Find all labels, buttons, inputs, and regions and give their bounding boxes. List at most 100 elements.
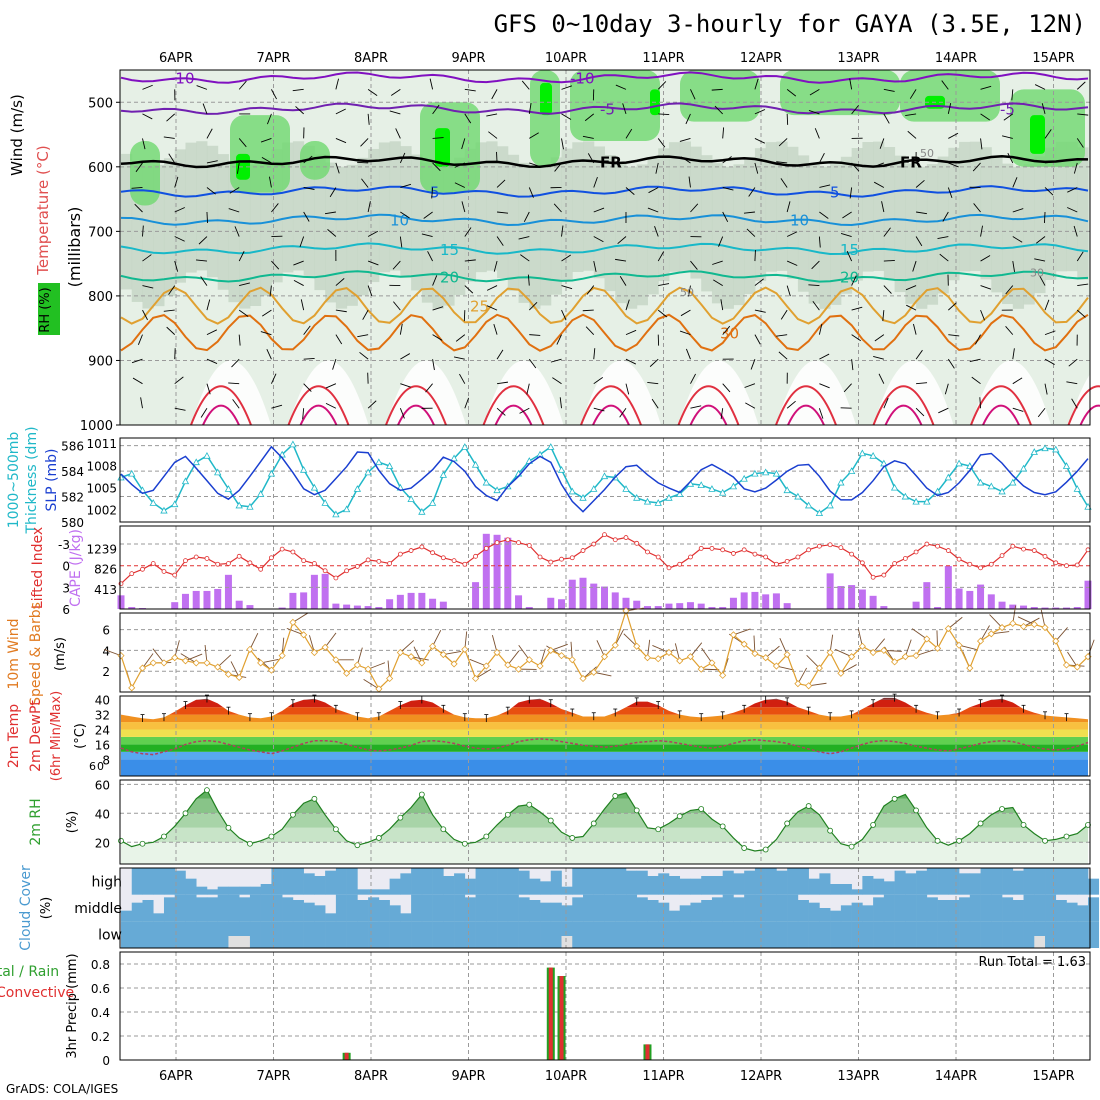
lifted-index-point xyxy=(505,537,511,543)
cloud-cell xyxy=(454,921,466,948)
wind-barb xyxy=(552,377,562,385)
cloud-cell xyxy=(636,870,648,895)
wind-speed-tick: 2 xyxy=(102,665,110,679)
rh-point xyxy=(547,817,554,824)
wind-barb xyxy=(818,236,821,248)
cloud-cell xyxy=(959,873,971,895)
cloud-cell xyxy=(948,921,960,948)
wind-barb-10m xyxy=(857,628,863,647)
cloud-cell xyxy=(314,876,326,895)
wind-barb xyxy=(947,103,952,114)
wind-barb xyxy=(1067,187,1078,193)
precip-convective-bar xyxy=(344,1052,349,1060)
wind-speed-point xyxy=(976,637,985,645)
cloud-cell xyxy=(196,921,208,948)
rh-point xyxy=(891,795,898,802)
wind-barb-10m xyxy=(174,640,180,658)
rh-shade xyxy=(443,164,455,306)
wind-barb xyxy=(974,334,981,345)
thickness-point xyxy=(160,506,168,514)
rh-shade xyxy=(991,155,1003,293)
wind-barb-10m xyxy=(872,638,886,653)
wind-barb xyxy=(200,276,208,286)
cloud-cell xyxy=(464,878,476,895)
wind-barb xyxy=(432,334,443,341)
cape-bar xyxy=(472,582,480,609)
cloud-cell xyxy=(529,900,541,922)
cloud-cell xyxy=(905,921,917,948)
cloud-gap xyxy=(228,936,240,948)
wind-barb xyxy=(168,285,176,295)
lifted-index-point xyxy=(645,549,650,555)
temperature-band xyxy=(121,736,1088,745)
wind-barb xyxy=(486,285,498,291)
thickness-point xyxy=(149,499,157,506)
cloud-cell xyxy=(679,878,691,895)
lifted-index-point xyxy=(623,535,629,540)
cloud-cell xyxy=(905,873,917,895)
wind-barb-10m xyxy=(1067,651,1078,668)
cloud-cell xyxy=(550,921,562,948)
wind-barb xyxy=(743,211,755,214)
slp-tick: 1002 xyxy=(86,503,117,517)
temperature-tick: 24 xyxy=(95,723,110,737)
wind-barb xyxy=(593,407,605,412)
rh-shade xyxy=(593,146,605,279)
cloud-cell xyxy=(475,894,487,922)
cloud-cell xyxy=(142,900,154,922)
rh-point xyxy=(741,845,748,851)
cloud-cell xyxy=(325,913,337,922)
wind-barb xyxy=(399,408,405,419)
wind-barb xyxy=(1073,162,1078,174)
wind-barb-10m xyxy=(652,645,670,653)
rh-shade xyxy=(959,141,971,272)
wind-barb xyxy=(748,187,756,197)
cloud-cell xyxy=(701,921,713,948)
date-label-bottom: 9APR xyxy=(451,1069,485,1084)
cloud-cell xyxy=(142,921,154,948)
rh-point xyxy=(999,806,1005,812)
lifted-index-point xyxy=(215,561,221,567)
wind-barbs xyxy=(131,78,1089,420)
wind-barb xyxy=(261,157,272,164)
cape-bar xyxy=(439,601,447,609)
cloud-cell xyxy=(776,894,788,922)
cloud-cell xyxy=(583,868,595,895)
rh-shade xyxy=(797,155,810,292)
wind-barb xyxy=(464,113,472,124)
wind-barb xyxy=(615,84,627,90)
cloud-cell xyxy=(583,921,595,948)
wind-barb xyxy=(367,260,379,266)
cloud-cell xyxy=(239,921,251,936)
wind-speed-point xyxy=(805,682,813,690)
rh-shade xyxy=(744,156,756,295)
temperature-tick: 8 xyxy=(102,753,110,767)
cloud-cell xyxy=(636,897,648,922)
wind-barb-10m xyxy=(980,625,990,642)
wind-barb xyxy=(493,323,498,335)
thickness-point xyxy=(428,499,437,506)
cloud-cell xyxy=(1066,902,1078,922)
wind-barb xyxy=(593,260,597,272)
cloud-cell xyxy=(937,921,949,948)
cloud-cell xyxy=(980,921,992,948)
cloud-cell xyxy=(679,921,691,948)
cape-bar xyxy=(418,592,426,609)
wind-barb xyxy=(550,358,562,363)
wind-barb xyxy=(236,162,240,174)
wind-barb xyxy=(851,359,854,371)
wind-barb xyxy=(496,381,509,385)
thickness-tick: 582 xyxy=(61,491,84,505)
lifted-index-point xyxy=(988,561,994,567)
cloud-cell xyxy=(787,894,799,922)
wind-barb xyxy=(1068,358,1078,367)
wind-barb xyxy=(808,284,820,287)
wind-barb xyxy=(754,250,756,262)
rh-point xyxy=(977,820,984,827)
cape-bar xyxy=(386,599,394,609)
rh-point xyxy=(590,820,597,827)
lifted-index-point xyxy=(870,574,876,580)
cape-bar xyxy=(837,586,845,609)
rh-shade xyxy=(1066,141,1078,272)
